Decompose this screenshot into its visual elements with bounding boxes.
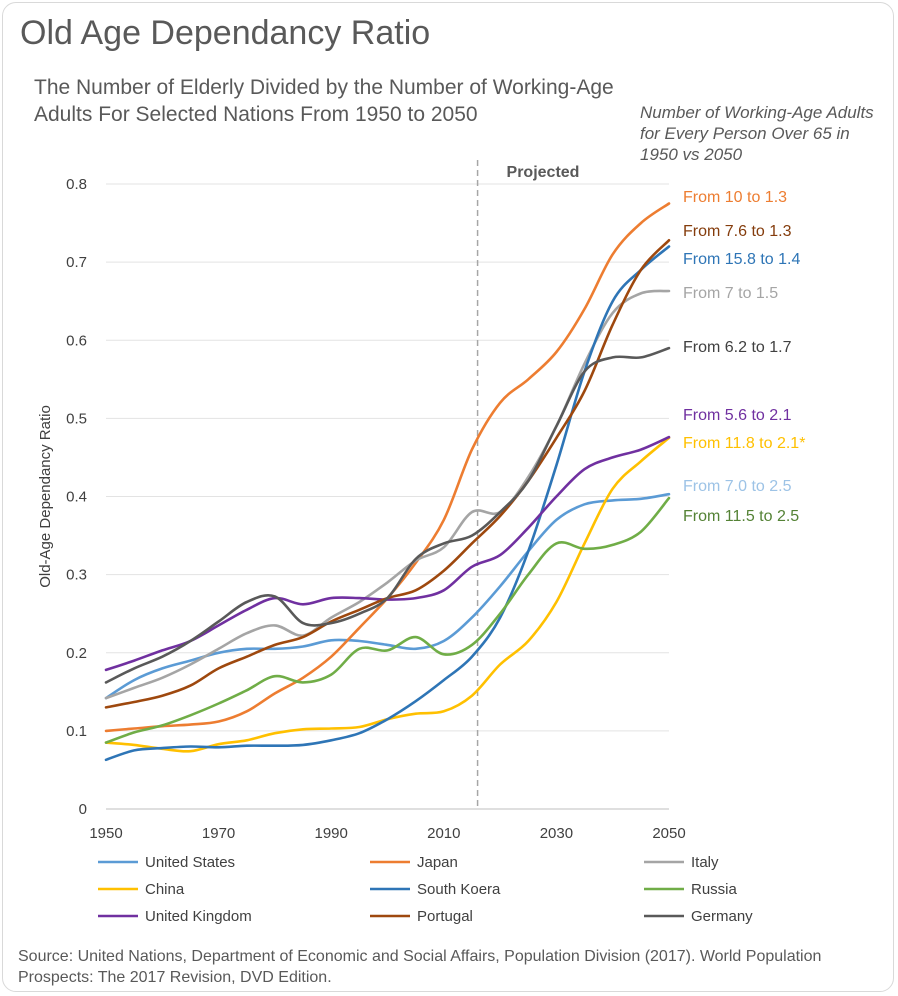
legend-label-italy: Italy	[691, 854, 719, 871]
legend-label-germany: Germany	[691, 908, 753, 925]
x-tick-label: 1990	[315, 825, 348, 842]
x-tick-label: 2030	[540, 825, 573, 842]
y-tick-label: 0.8	[66, 176, 87, 193]
legend-label-russia: Russia	[691, 881, 738, 898]
x-axis: 1950 1970 1990 2010 2030 2050	[89, 825, 685, 842]
x-tick-label: 1950	[89, 825, 122, 842]
y-axis: 0 0.1 0.2 0.3 0.4 0.5 0.6 0.7 0.8 Old-Age Dependa…	[37, 176, 87, 818]
series-lines	[104, 202, 671, 762]
legend: United States Japan Italy China South Koera R…	[98, 854, 753, 925]
legend-label-south-koera: South Koera	[417, 881, 501, 898]
end-label-united-states: From 7.0 to 2.5	[683, 478, 792, 495]
end-labels: From 7.0 to 2.5 From 10 to 1.3 From 7 to 1…	[683, 189, 805, 525]
y-axis-title: Old-Age Dependancy Ratio	[37, 405, 54, 588]
series-line-china	[104, 436, 671, 753]
y-tick-label: 0.7	[66, 254, 87, 271]
series-line-italy	[104, 289, 671, 700]
x-tick-label: 2050	[652, 825, 685, 842]
end-label-united-kingdom: From 5.6 to 2.1	[683, 407, 792, 424]
end-label-russia: From 11.5 to 2.5	[683, 508, 799, 525]
end-label-japan: From 10 to 1.3	[683, 189, 787, 206]
chart-title: Old Age Dependancy Ratio	[20, 14, 431, 52]
y-tick-label: 0.3	[66, 567, 87, 584]
end-label-china: From 11.8 to 2.1*	[683, 435, 805, 452]
source-note: Source: United Nations, Department of Ec…	[18, 948, 822, 986]
x-tick-label: 2010	[427, 825, 460, 842]
y-tick-label: 0.5	[66, 410, 87, 427]
projection-label: Projected	[507, 164, 580, 181]
projection-marker: Projected	[476, 160, 580, 809]
series-line-germany	[104, 346, 671, 684]
legend-label-united-kingdom: United Kingdom	[145, 908, 252, 925]
end-label-italy: From 7 to 1.5	[683, 285, 778, 302]
y-tick-label: 0.6	[66, 332, 87, 349]
series-line-united-states	[104, 492, 671, 700]
x-tick-label: 1970	[202, 825, 235, 842]
y-tick-label: 0.1	[66, 723, 87, 740]
legend-label-japan: Japan	[417, 854, 458, 871]
series-line-south-koera	[104, 245, 671, 762]
legend-label-portugal: Portugal	[417, 908, 473, 925]
end-label-portugal: From 7.6 to 1.3	[683, 223, 792, 240]
legend-label-china: China	[145, 881, 185, 898]
y-tick-label: 0	[79, 801, 87, 818]
y-tick-label: 0.4	[66, 489, 87, 506]
end-label-south-koera: From 15.8 to 1.4	[683, 251, 800, 268]
series-line-united-kingdom	[104, 435, 671, 672]
gridlines	[106, 183, 669, 810]
y-tick-label: 0.2	[66, 645, 87, 662]
series-line-japan	[104, 202, 671, 733]
legend-label-united-states: United States	[145, 854, 235, 871]
end-label-germany: From 6.2 to 1.7	[683, 339, 792, 356]
end-labels-note: Number of Working-Age Adults for Every P…	[640, 103, 874, 164]
chart-subtitle: The Number of Elderly Divided by the Num…	[34, 76, 614, 126]
series-line-russia	[104, 496, 671, 744]
